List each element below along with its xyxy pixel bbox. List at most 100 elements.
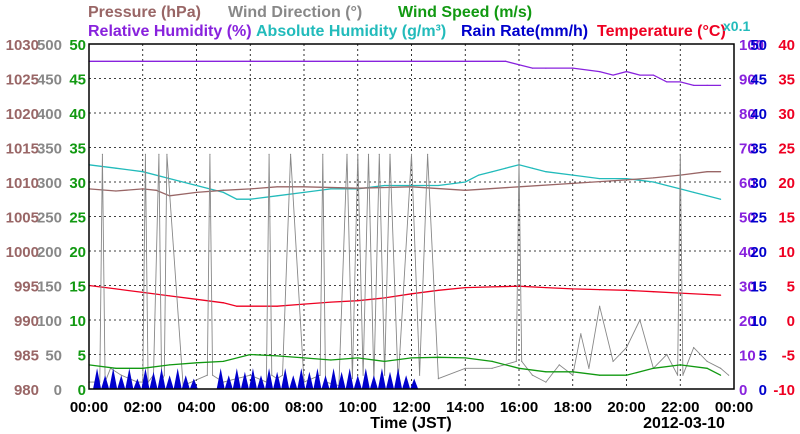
wind-speed-tick-label: 45 <box>69 72 86 89</box>
wind-direction-tick-label: 50 <box>45 348 62 365</box>
data-point-temperature <box>142 291 144 293</box>
data-point-wind-direction <box>212 374 214 376</box>
wind-direction-tick-label: 400 <box>37 106 62 123</box>
series-wind-speed <box>88 353 722 376</box>
axis-tick-labels: 9809859909951000100510101015102010251030… <box>6 37 795 399</box>
data-point-wind-direction <box>588 367 590 369</box>
data-point-wind-speed <box>545 371 547 373</box>
pressure-tick-label: 980 <box>14 382 39 399</box>
data-point-wind-speed <box>303 357 305 359</box>
wind-direction-tick-label: 200 <box>37 244 62 261</box>
data-point-absolute-humidity <box>693 191 695 193</box>
data-point-temperature <box>719 294 722 296</box>
data-point-temperature <box>491 286 493 288</box>
rain-rate-spike <box>361 368 370 389</box>
data-point-humidity <box>410 60 413 62</box>
data-point-wind-speed <box>491 360 493 362</box>
data-point-absolute-humidity <box>222 191 224 193</box>
data-point-wind-speed <box>437 356 439 358</box>
rain-rate-spike <box>402 375 411 389</box>
data-point-wind-speed <box>276 355 278 357</box>
data-point-temperature <box>464 286 466 289</box>
data-point-wind-direction <box>281 374 284 376</box>
temperature-tick-label: 40 <box>778 37 795 54</box>
data-point-temperature <box>706 293 708 296</box>
data-point-temperature <box>222 302 224 304</box>
rain-rate-spike <box>394 368 403 389</box>
data-point-wind-direction <box>319 374 321 376</box>
data-point-absolute-humidity <box>276 195 278 197</box>
pressure-tick-label: 1005 <box>6 210 39 227</box>
data-point-wind-direction <box>666 353 668 356</box>
wind-direction-tick-label: 450 <box>37 72 62 89</box>
data-point-wind-direction <box>612 360 614 362</box>
data-point-wind-direction <box>491 367 493 369</box>
data-point-wind-direction <box>676 374 679 376</box>
data-point-pressure <box>222 189 224 191</box>
data-point-wind-speed <box>169 364 171 366</box>
rain-tick-label: 20 <box>750 244 767 261</box>
legend-relative-humidity: Relative Humidity (%) <box>88 23 252 40</box>
humidity-tick-label: 70 <box>739 141 756 158</box>
data-point-temperature <box>195 298 198 300</box>
x-tick-label: 18:00 <box>554 399 592 416</box>
legend: Pressure (hPa) Wind Direction (°) Wind S… <box>88 4 750 40</box>
x-tick-label: 14:00 <box>446 399 484 416</box>
wind-speed-tick-label: 35 <box>69 141 86 158</box>
wind-speed-tick-label: 30 <box>69 175 86 192</box>
data-point-wind-direction <box>706 360 708 362</box>
data-point-temperature <box>330 301 332 303</box>
plot-frame <box>88 43 735 390</box>
legend-wind-direction: Wind Direction (°) <box>228 4 362 21</box>
data-point-absolute-humidity <box>169 177 171 180</box>
temperature-tick-label: -10 <box>773 382 795 399</box>
data-point-temperature <box>518 285 520 287</box>
data-point-temperature <box>357 300 359 302</box>
rain-rate-spike <box>181 375 190 389</box>
pressure-tick-label: 1000 <box>6 244 39 261</box>
data-point-absolute-humidity <box>666 184 668 187</box>
rain-rate-spike <box>133 378 142 389</box>
temperature-tick-label: 20 <box>778 175 795 192</box>
data-point-humidity <box>249 60 251 62</box>
temperature-tick-label: 5 <box>787 279 795 296</box>
data-point-wind-direction <box>101 153 104 155</box>
humidity-tick-label: 60 <box>739 175 756 192</box>
x-tick-label: 20:00 <box>607 399 645 416</box>
data-point-wind-direction <box>719 367 722 369</box>
data-point-humidity <box>518 64 520 66</box>
wind-direction-tick-label: 350 <box>37 141 62 158</box>
rain-rate-spike <box>313 368 322 389</box>
wind-direction-tick-label: 100 <box>37 313 62 330</box>
rain-rate-spike <box>189 378 198 389</box>
data-point-wind-direction <box>410 153 413 155</box>
pressure-tick-label: 995 <box>14 279 39 296</box>
data-point-absolute-humidity <box>572 174 574 176</box>
data-point-pressure <box>464 189 466 191</box>
temperature-tick-label: 15 <box>778 210 795 227</box>
data-point-wind-direction <box>558 364 560 366</box>
rain-rate-spike <box>305 371 314 389</box>
data-point-wind-speed <box>572 371 574 373</box>
data-point-wind-direction <box>418 374 421 376</box>
data-point-wind-direction <box>679 153 681 155</box>
data-point-pressure <box>303 186 305 188</box>
data-point-wind-direction <box>464 367 466 369</box>
data-point-wind-speed <box>679 364 681 366</box>
rain-rate-spike <box>321 375 330 389</box>
rain-rate-spike <box>101 375 110 389</box>
data-point-absolute-humidity <box>545 171 547 173</box>
series-humidity <box>88 60 722 87</box>
x-tick-label: 06:00 <box>231 399 269 416</box>
rain-tick-label: 35 <box>750 141 767 158</box>
series-temperature <box>88 284 722 307</box>
data-point-temperature <box>625 289 628 291</box>
data-point-temperature <box>410 293 413 295</box>
data-point-temperature <box>437 289 439 291</box>
data-point-pressure <box>706 171 708 173</box>
rain-tick-label: 25 <box>750 210 767 227</box>
wind-direction-tick-label: 150 <box>37 279 62 296</box>
rain-rate-spike <box>232 368 241 389</box>
data-point-humidity <box>693 84 695 86</box>
legend-wind-speed: Wind Speed (m/s) <box>398 4 532 21</box>
